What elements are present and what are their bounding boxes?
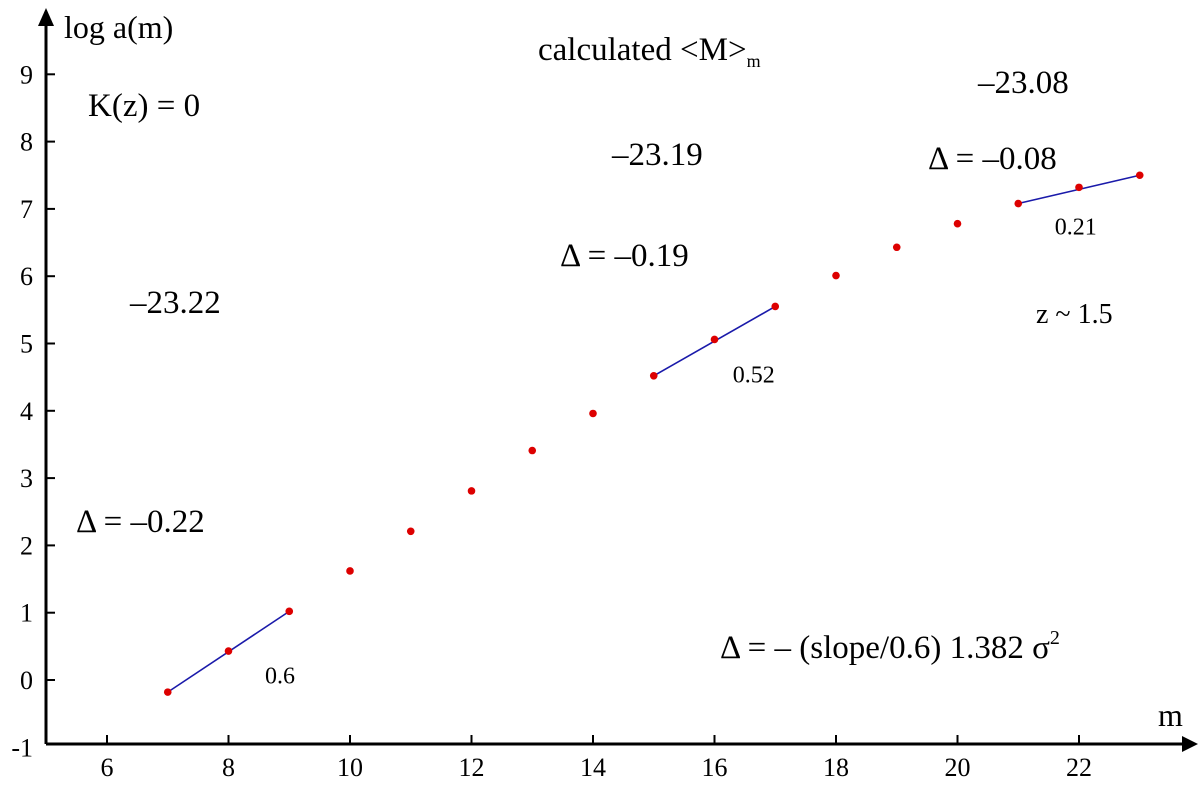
value-annotation-high: –23.08 (977, 65, 1069, 101)
delta-annotation-mid: Δ = –0.19 (560, 238, 689, 274)
kz-annotation: K(z) = 0 (88, 88, 200, 124)
x-tick-label: 6 (101, 753, 114, 782)
data-point (528, 446, 537, 455)
data-point (892, 243, 901, 252)
y-axis-title: log a(m) (64, 9, 173, 45)
y-tick-label: 1 (20, 599, 33, 628)
value-annotation-mid: –23.19 (611, 137, 703, 173)
delta-annotation-high: Δ = –0.08 (928, 141, 1057, 177)
y-tick-label: 7 (20, 195, 33, 224)
x-tick-label: 22 (1066, 753, 1092, 782)
data-point (1135, 171, 1144, 180)
x-tick-label: 16 (702, 753, 728, 782)
data-point (163, 688, 172, 696)
data-point (467, 487, 476, 495)
data-point (589, 409, 597, 418)
y-axis-arrow (38, 8, 54, 26)
formula-annotation: Δ = – (slope/0.6) 1.382 σ2 (720, 627, 1060, 666)
y-tick-label: -1 (11, 733, 33, 762)
redshift-annotation: z ~ 1.5 (1036, 299, 1113, 330)
x-tick-label: 20 (945, 753, 971, 782)
y-tick-label: 2 (20, 531, 33, 560)
data-point (224, 647, 233, 655)
slope-label: 0.6 (265, 663, 295, 689)
x-tick-label: 10 (337, 753, 363, 782)
data-point (832, 271, 840, 280)
chart-title-main: calculated <M> (538, 32, 747, 68)
y-tick-label: 5 (20, 330, 33, 359)
x-tick-label: 18 (823, 753, 849, 782)
chart-title-subscript: m (747, 51, 761, 71)
formula-superscript: 2 (1050, 627, 1060, 649)
data-point (710, 335, 719, 344)
value-annotation-low: –23.22 (129, 285, 221, 321)
y-tick-label: 9 (20, 60, 33, 89)
y-tick-label: 6 (20, 262, 33, 291)
data-point (649, 372, 658, 380)
data-point (953, 219, 962, 228)
x-tick-label: 8 (222, 753, 235, 782)
data-point (346, 567, 354, 575)
data-point (1075, 183, 1083, 192)
y-tick-label: 4 (20, 397, 33, 426)
slope-label: 0.21 (1055, 214, 1097, 240)
x-tick-label: 14 (580, 753, 606, 782)
slope-label: 0.52 (733, 363, 775, 389)
slope-labels: 0.6 0.52 0.21 (265, 214, 1097, 689)
y-tick-label: 3 (20, 464, 33, 493)
chart-title: calculated <M>m (538, 32, 761, 71)
x-axis-title: m (1158, 697, 1183, 733)
data-point (285, 607, 294, 616)
data-point (406, 527, 415, 536)
data-points (163, 171, 1144, 696)
delta-annotation-low: Δ = –0.22 (76, 504, 205, 540)
x-tick-label: 12 (459, 753, 485, 782)
formula-main: Δ = – (slope/0.6) 1.382 σ (720, 630, 1050, 666)
data-point (771, 302, 780, 311)
data-point (1014, 199, 1023, 208)
y-tick-label: 8 (20, 128, 33, 157)
y-tick-label: 0 (20, 666, 33, 695)
x-axis-arrow (1182, 736, 1198, 752)
